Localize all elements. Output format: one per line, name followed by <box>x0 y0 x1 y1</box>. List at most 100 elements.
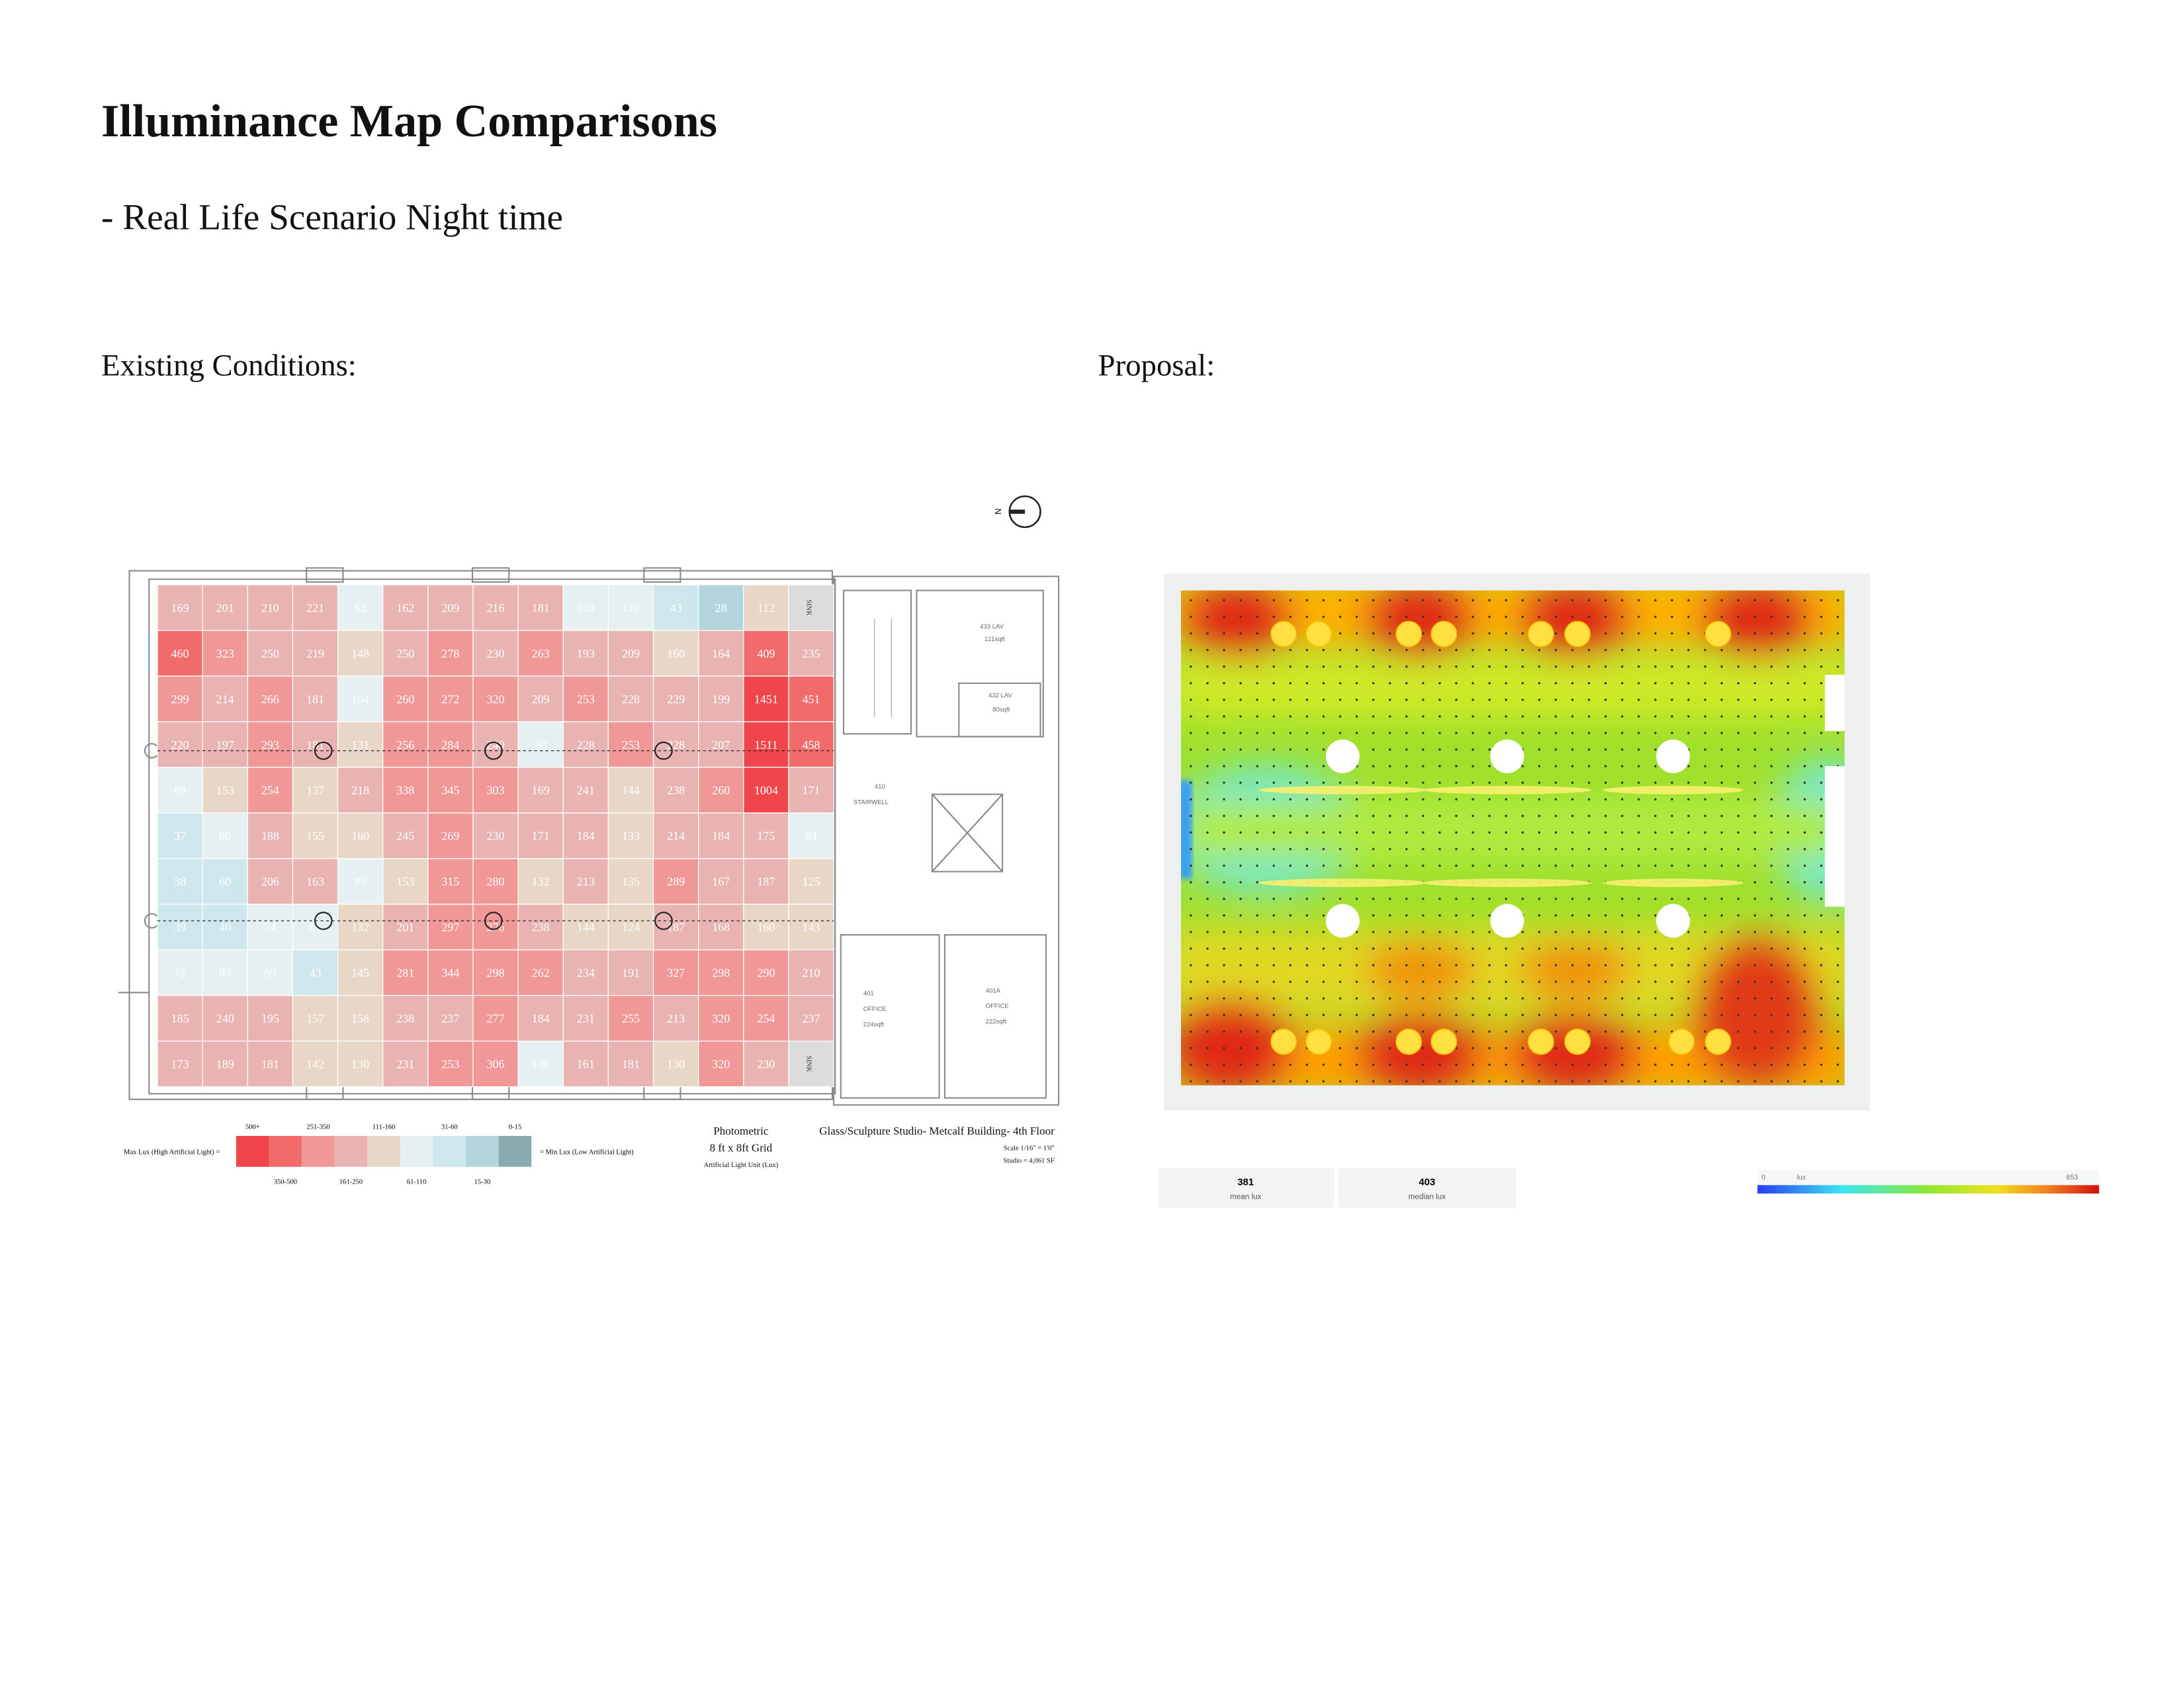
cell-value: 241 <box>577 784 595 797</box>
grid-cell <box>788 1041 834 1088</box>
section-heading: Proposal: <box>1098 348 1215 382</box>
cell-value: 199 <box>712 693 730 706</box>
grid-cell <box>788 721 834 768</box>
cell-value: 191 <box>622 967 640 980</box>
grid-cell <box>337 995 384 1042</box>
cell-value: 130 <box>667 1058 685 1071</box>
grid-cell <box>698 675 744 722</box>
cell-value: 201 <box>216 601 234 615</box>
room-area: 224sqft <box>863 1021 885 1028</box>
cell-value: 315 <box>441 875 459 888</box>
grid-cell <box>247 721 294 768</box>
cell-value: 106 <box>532 1058 550 1071</box>
cell-value: 269 <box>441 830 459 843</box>
legend-swatch <box>498 1136 532 1167</box>
cell-value: 84 <box>805 830 817 843</box>
headings: Illuminance Map Comparisons - Real Life … <box>101 96 1215 382</box>
cell-value: 277 <box>487 1012 505 1025</box>
cell-value: 253 <box>441 1058 459 1071</box>
grid-cell <box>562 812 609 859</box>
cell-value: 112 <box>758 601 775 615</box>
grid-cell <box>607 630 654 677</box>
grid-cell <box>607 675 654 722</box>
grid-cell <box>743 995 789 1042</box>
room-area: 80sqft <box>992 706 1010 713</box>
legend: Max Lux (High Artificial Light) = = Min … <box>124 1123 634 1186</box>
legend-label: 0-15 <box>509 1123 521 1131</box>
colorbar: 0 lux 653 <box>1757 1170 2099 1194</box>
cell-value: 213 <box>667 1012 685 1025</box>
colorbar-unit: lux <box>1797 1174 1806 1182</box>
grid-cell <box>382 812 429 859</box>
cell-value: 110 <box>622 601 639 615</box>
cell-value: 254 <box>757 1012 775 1025</box>
grid-cell <box>607 584 654 631</box>
cell-value: 256 <box>396 738 414 752</box>
grid-cell <box>472 721 519 768</box>
cell-value: 155 <box>306 830 324 843</box>
legend-swatch <box>367 1136 400 1167</box>
grid-cell <box>788 675 834 722</box>
cell-value: 38 <box>174 875 186 888</box>
cell-value: 320 <box>487 693 505 706</box>
cell-value: 184 <box>712 830 730 843</box>
grid-cell <box>427 949 474 996</box>
grid-cell <box>337 949 384 996</box>
grid-cell <box>202 767 248 814</box>
cell-value: 260 <box>712 784 730 797</box>
cell-value: 43 <box>309 967 321 980</box>
grid-cell <box>337 675 384 722</box>
grid-cell <box>607 858 654 905</box>
room-name: OFFICE <box>986 1003 1009 1010</box>
grid-cell <box>788 904 834 951</box>
cell-value: 218 <box>351 784 369 797</box>
grid-cell <box>427 675 474 722</box>
cell-value: 137 <box>306 784 324 797</box>
grid-cell <box>607 1041 654 1088</box>
grid-cell <box>788 949 834 996</box>
grid-cell <box>517 1041 564 1088</box>
cell-value: 293 <box>261 738 279 752</box>
cell-value: 237 <box>803 1012 820 1025</box>
north-arrow: N <box>993 495 1041 529</box>
grid-cell <box>427 1041 474 1088</box>
cell-value: 238 <box>396 1012 414 1025</box>
cell-value: 344 <box>441 967 459 980</box>
cell-value: 133 <box>622 830 640 843</box>
cell-value: 229 <box>667 693 685 706</box>
cell-value: 158 <box>351 1012 369 1025</box>
grid-cell <box>562 858 609 905</box>
note: Scale 1/16" = 1'0" <box>1004 1145 1055 1152</box>
cell-value: 338 <box>396 784 414 797</box>
cell-value: 1511 <box>754 738 777 752</box>
grid-cell <box>427 858 474 905</box>
grid-cell <box>652 630 699 677</box>
room-area: 222sqft <box>986 1018 1007 1025</box>
cell-value: 37 <box>174 830 186 843</box>
cell-value: 240 <box>487 738 505 752</box>
cell-value: 40 <box>219 921 231 934</box>
cell-value: 145 <box>351 967 369 980</box>
cell-value: 234 <box>577 967 595 980</box>
grid-cell <box>292 904 339 951</box>
room-label: 432 LAV <box>988 692 1013 699</box>
legend-swatch <box>236 1136 269 1167</box>
cell-value: 181 <box>622 1058 640 1071</box>
grid-cell <box>292 1041 339 1088</box>
note: Glass/Sculpture Studio- Metcalf Building… <box>819 1125 1055 1137</box>
cell-value: 43 <box>670 601 682 615</box>
legend-label: 61-110 <box>407 1178 427 1186</box>
cell-value: 260 <box>396 693 414 706</box>
colorbar-min: 0 <box>1762 1174 1766 1182</box>
grid-cell <box>698 949 744 996</box>
cell-value: 345 <box>441 784 459 797</box>
grid-cell <box>743 1041 789 1088</box>
grid-cell <box>427 630 474 677</box>
cell-value: 62 <box>355 601 367 615</box>
grid-cell <box>382 1041 429 1088</box>
north-label: N <box>993 509 1003 515</box>
cell-value: 210 <box>261 601 279 615</box>
cell-value: 272 <box>441 693 459 706</box>
grid-cell <box>607 812 654 859</box>
